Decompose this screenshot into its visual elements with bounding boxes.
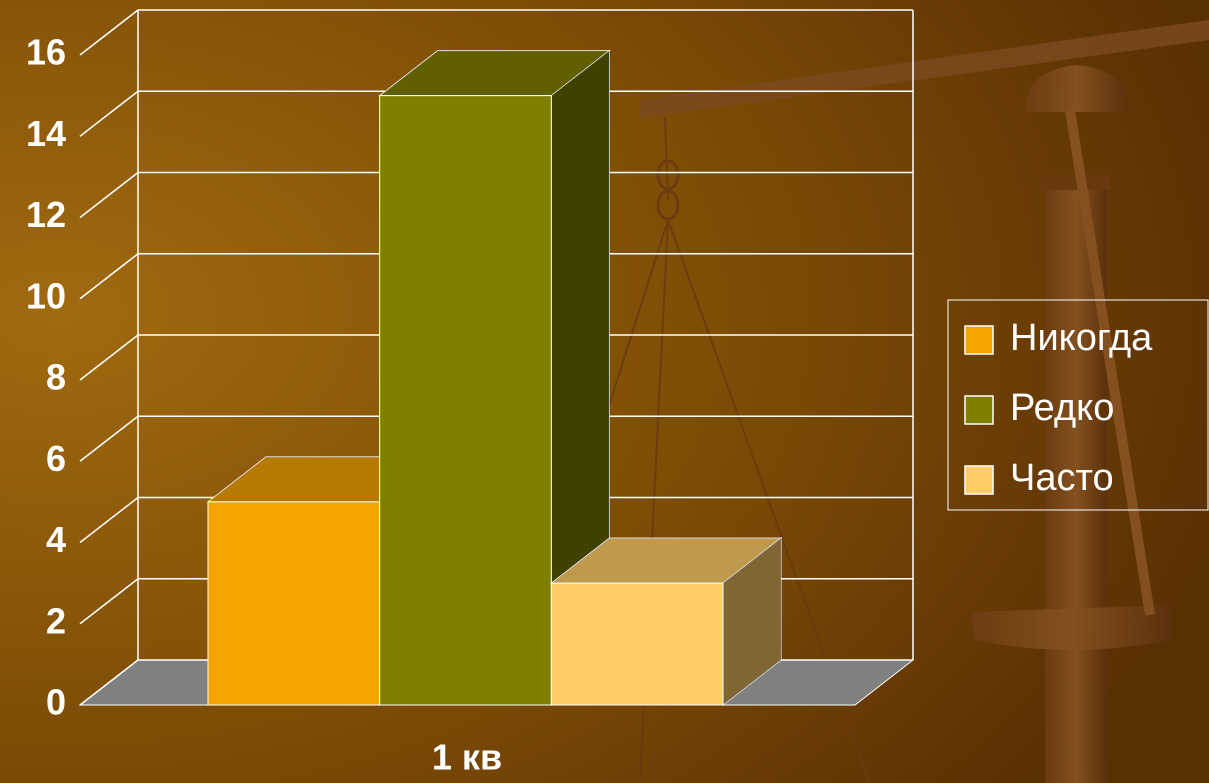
legend-label: Редко <box>1010 387 1114 429</box>
y-tick-label: 16 <box>26 32 66 73</box>
bar <box>551 538 781 705</box>
y-tick-label: 6 <box>46 438 66 479</box>
y-tick-label: 10 <box>26 275 66 316</box>
y-tick-label: 14 <box>26 113 66 154</box>
legend-swatch <box>965 326 993 354</box>
y-tick-label: 2 <box>46 600 66 641</box>
legend-label: Никогда <box>1010 317 1153 359</box>
x-tick-label: 1 кв <box>432 737 502 778</box>
y-tick-label: 12 <box>26 194 66 235</box>
bar-front <box>380 96 552 705</box>
y-tick-label: 0 <box>46 682 66 723</box>
bar-front <box>551 583 723 705</box>
legend-swatch <box>965 396 993 424</box>
page: {"chart_data": {"type": "bar3d", "catego… <box>0 0 1209 783</box>
y-tick-label: 4 <box>46 519 66 560</box>
legend-swatch <box>965 466 993 494</box>
legend-label: Часто <box>1010 457 1114 499</box>
y-tick-label: 8 <box>46 357 66 398</box>
bar-front <box>208 502 380 705</box>
chart: 1 кв 0 2 4 6 8 10 12 14 16 Никогда Редко Часто <box>0 0 1209 783</box>
